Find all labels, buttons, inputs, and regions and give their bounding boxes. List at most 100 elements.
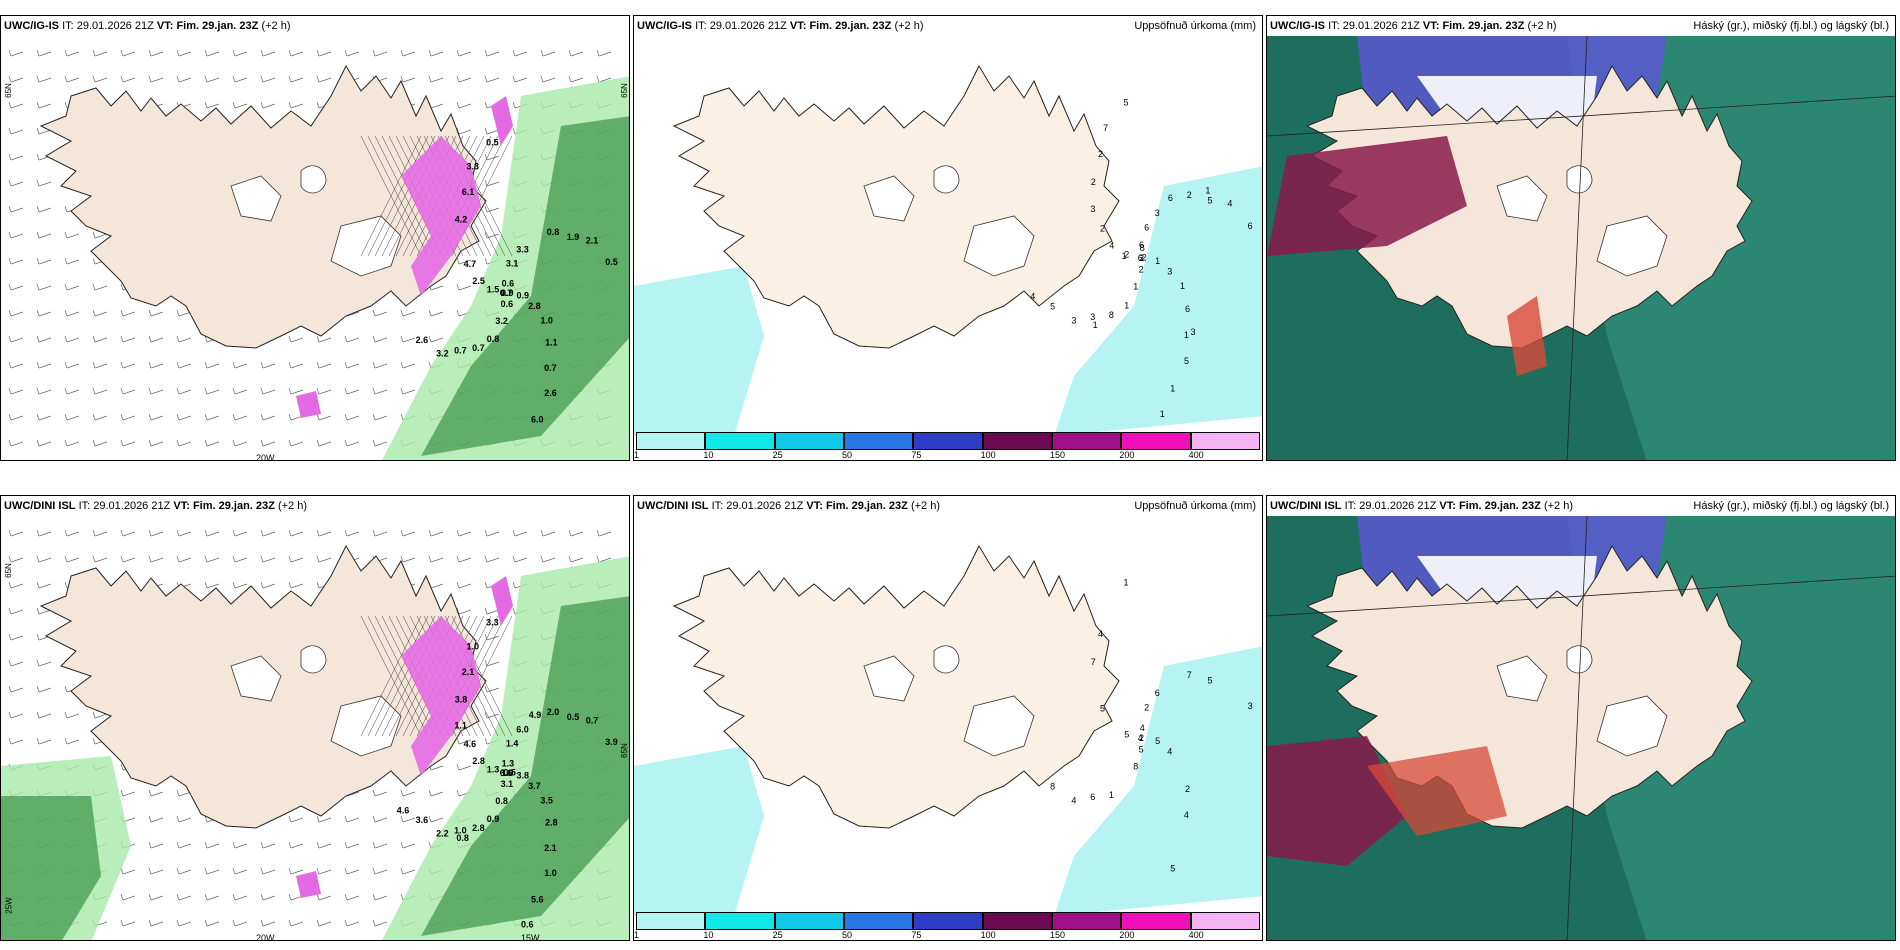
- accum-value-label: 5: [1184, 356, 1189, 366]
- colorbar-tick-label: 25: [772, 930, 783, 940]
- colorbar-segment: [774, 912, 844, 930]
- wind-barb: [148, 309, 164, 317]
- wind-barb: [288, 919, 304, 927]
- colorbar: [636, 912, 1260, 930]
- precip-value-label: 3.8: [455, 695, 468, 705]
- precip-value-label: 0.9: [501, 288, 514, 298]
- snow-pink-east: [401, 616, 481, 776]
- wind-barb: [260, 387, 276, 395]
- wind-barb: [456, 257, 472, 265]
- panel-header: UWC/DINI ISL IT: 29.01.2026 21Z VT: Fim.…: [4, 500, 307, 512]
- accum-value-label: 1: [1093, 320, 1098, 330]
- wind-barb: [344, 413, 360, 421]
- precip-cyan-west: [634, 746, 764, 916]
- wind-barb: [204, 387, 220, 395]
- wind-barb: [120, 439, 136, 447]
- wind-barb: [36, 127, 52, 135]
- accum-value-label: 1: [1205, 186, 1210, 196]
- wind-barb: [8, 309, 24, 317]
- accum-value-label: 2: [1187, 190, 1192, 200]
- precip-value-label: 0.7: [472, 343, 485, 353]
- wind-barb: [456, 75, 472, 83]
- wind-barb: [260, 101, 276, 109]
- accum-value-label: 5: [1139, 745, 1144, 755]
- precip-value-label: 0.7: [586, 715, 599, 725]
- panel-row1-precip: UWC/IG-IS IT: 29.01.2026 21Z VT: Fim. 29…: [633, 15, 1263, 461]
- wind-barb: [204, 867, 220, 875]
- wind-barb: [288, 555, 304, 563]
- wind-barb: [316, 893, 332, 901]
- wind-barb: [120, 919, 136, 927]
- precip-title: Uppsöfnuð úrkoma (mm): [1134, 20, 1256, 32]
- accum-value-label: 4: [1167, 747, 1172, 757]
- wind-barb: [120, 49, 136, 57]
- wind-barb: [260, 529, 276, 537]
- accum-value-label: 3: [1167, 267, 1172, 277]
- wind-barb: [288, 101, 304, 109]
- colorbar-segment: [705, 912, 775, 930]
- wind-barb: [344, 361, 360, 369]
- glacier-vatnajokull: [230, 655, 282, 702]
- wind-barb: [148, 893, 164, 901]
- wind-barb: [596, 529, 612, 537]
- wind-barb: [232, 919, 248, 927]
- precip-cyan-west: [634, 266, 764, 436]
- wind-barb: [484, 685, 500, 693]
- wind-barb: [288, 841, 304, 849]
- precip-value-label: 3.7: [528, 781, 541, 791]
- wind-barb: [344, 49, 360, 57]
- accum-value-label: 2: [1139, 253, 1144, 263]
- grid-line: [1267, 575, 1895, 617]
- wind-barb: [428, 335, 444, 343]
- wind-barb: [176, 815, 192, 823]
- accum-value-label: 5: [1170, 864, 1175, 874]
- wind-barb: [260, 49, 276, 57]
- wind-barb: [316, 49, 332, 57]
- accum-value-label: 6: [1138, 253, 1143, 263]
- wind-barb: [316, 555, 332, 563]
- precip-value-label: 3.6: [416, 815, 429, 825]
- wind-barb: [120, 361, 136, 369]
- colorbar-segment: [982, 912, 1052, 930]
- precip-value-label: 2.1: [586, 235, 599, 245]
- wind-barb: [344, 815, 360, 823]
- wind-barb: [260, 919, 276, 927]
- wind-barb: [232, 555, 248, 563]
- wind-barb: [484, 127, 500, 135]
- glacier-hofsjokull: [1566, 165, 1593, 194]
- colorbar-tick-label: 400: [1188, 930, 1204, 940]
- wind-barb: [64, 231, 80, 239]
- precip-value-label: 0.8: [456, 833, 469, 843]
- wind-barb: [64, 257, 80, 265]
- precip-cyan-east: [1054, 166, 1262, 436]
- wind-barb: [120, 529, 136, 537]
- wind-barb: [400, 867, 416, 875]
- wind-barb: [36, 335, 52, 343]
- grid-line: [1566, 36, 1588, 460]
- accum-value-label: 5: [1208, 675, 1213, 685]
- panel-header: UWC/IG-IS IT: 29.01.2026 21Z VT: Fim. 29…: [4, 20, 291, 32]
- wind-barb: [36, 555, 52, 563]
- colorbar-segment: [1051, 912, 1122, 930]
- precip-value-label: 6.6: [500, 768, 513, 778]
- accum-value-label: 4: [1030, 291, 1035, 301]
- precip-value-label: 1.1: [545, 337, 558, 347]
- wind-barb: [372, 919, 388, 927]
- panel-row1-wind-snow: UWC/IG-IS IT: 29.01.2026 21Z VT: Fim. 29…: [0, 15, 630, 461]
- colorbar-segment: [1190, 432, 1260, 450]
- wind-barb: [8, 607, 24, 615]
- accum-value-label: 2: [1098, 149, 1103, 159]
- accum-value-label: 6: [1155, 688, 1160, 698]
- accum-value-label: 3: [1191, 327, 1196, 337]
- glacier-vatna-south: [1596, 215, 1668, 277]
- colorbar-segment: [1121, 432, 1191, 450]
- precip-value-label: 1.3: [487, 765, 500, 775]
- wind-barb: [400, 335, 416, 343]
- wind-barb: [372, 529, 388, 537]
- wind-barb: [428, 49, 444, 57]
- wind-barb: [176, 335, 192, 343]
- precip-value-label: 3.8: [517, 771, 530, 781]
- wind-barb: [484, 75, 500, 83]
- wind-barb: [344, 439, 360, 447]
